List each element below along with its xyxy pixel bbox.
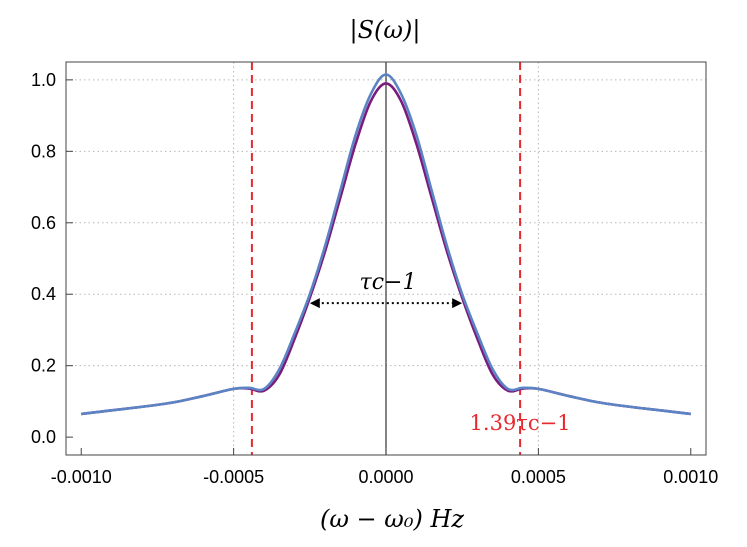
y-tick-label: 0.8 [31, 141, 56, 161]
y-tick-label: 0.6 [31, 213, 56, 233]
series-lines [81, 73, 691, 416]
y-tick-label: 1.0 [31, 70, 56, 90]
x-tick-label: -0.0005 [203, 467, 264, 487]
y-tick-label: 0.2 [31, 356, 56, 376]
red-annotation-label: 1.39τc−1 [470, 411, 571, 435]
series-line-2 [81, 73, 691, 416]
chart-title: |S(ω)| [350, 16, 421, 45]
y-axis-ticks: 0.0 0.2 0.4 0.6 0.8 1.0 [31, 70, 73, 447]
x-tick-label: -0.0010 [51, 467, 112, 487]
x-tick-label: 0.0005 [511, 467, 566, 487]
x-axis-ticks: -0.0010 -0.0005 0.0000 0.0005 0.0010 [51, 448, 718, 487]
y-tick-label: 0.4 [31, 284, 56, 304]
x-axis-label: (ω − ω₀) Hz [320, 505, 464, 533]
vertical-reference-lines [250, 62, 522, 455]
x-tick-label: 0.0010 [663, 467, 718, 487]
y-tick-label: 0.0 [31, 427, 56, 447]
arrow-label: τc−1 [360, 270, 417, 295]
x-tick-label: 0.0000 [358, 467, 413, 487]
annotations: τc−1 1.39τc−1 [309, 270, 571, 435]
